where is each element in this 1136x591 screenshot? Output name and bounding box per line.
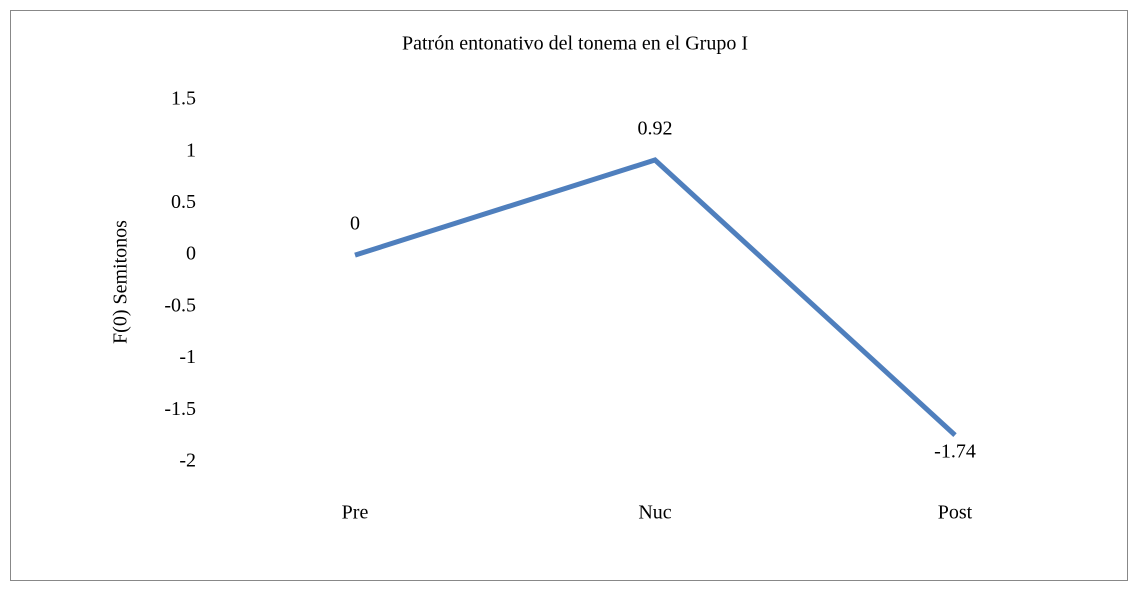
- y-tick-label: 1.5: [171, 88, 196, 110]
- chart-title: Patrón entonativo del tonema en el Grupo…: [402, 33, 748, 55]
- y-tick-label: 1: [186, 139, 196, 161]
- y-axis-label: F(0) Semitonos: [110, 220, 132, 344]
- x-tick-label: Pre: [342, 502, 369, 524]
- x-tick-label: Nuc: [638, 502, 671, 524]
- y-tick-label: -1.5: [164, 398, 196, 420]
- line: [354, 157, 957, 437]
- data-label: 0.92: [638, 118, 673, 140]
- y-tick-label: 0: [186, 243, 196, 265]
- data-label: 0: [350, 213, 360, 235]
- x-tick-label: Post: [938, 502, 973, 524]
- y-tick-label: -1: [179, 346, 196, 368]
- data-label: -1.74: [934, 441, 976, 463]
- y-tick-label: 0.5: [171, 191, 196, 213]
- y-tick-label: -2: [179, 450, 196, 472]
- chart-border: [10, 10, 1128, 581]
- y-tick-label: -0.5: [164, 294, 196, 316]
